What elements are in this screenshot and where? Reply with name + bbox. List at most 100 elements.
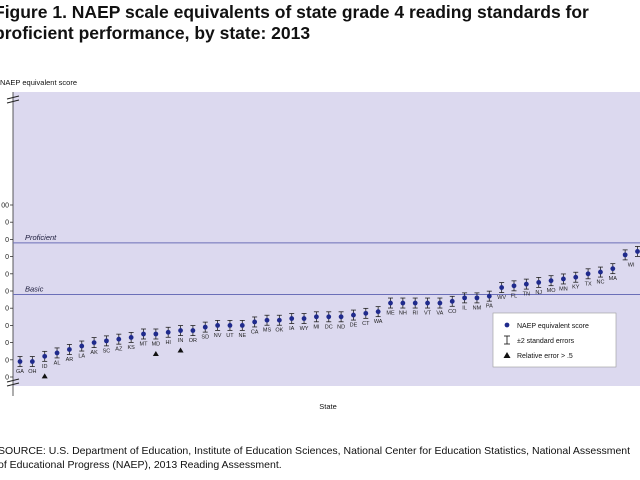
state-point-group: MI xyxy=(313,311,320,330)
legend-error-bar-icon xyxy=(504,335,510,345)
state-point-group: UT xyxy=(226,319,234,339)
state-point-group: KS xyxy=(127,332,135,351)
state-point-group: WY xyxy=(300,313,309,332)
state-label: ME xyxy=(386,311,395,317)
state-point-group: SC xyxy=(103,335,110,354)
state-point-group: OK xyxy=(275,314,284,334)
data-point xyxy=(548,278,554,284)
state-label: AZ xyxy=(115,347,123,353)
state-point-group: LA xyxy=(78,340,85,360)
state-label: MT xyxy=(140,342,149,348)
legend: NAEP equivalent score ±2 standard errors… xyxy=(492,312,617,368)
data-point xyxy=(91,340,97,345)
legend-label-relative-error: Relative error > .5 xyxy=(517,353,573,360)
state-point-group: AZ xyxy=(115,333,123,353)
data-point xyxy=(400,300,406,306)
data-point xyxy=(29,359,35,364)
state-label: OK xyxy=(275,328,283,334)
legend-box xyxy=(492,312,617,368)
data-point xyxy=(165,329,171,335)
y-tick-label: 0 xyxy=(5,271,9,278)
data-point xyxy=(536,280,542,285)
state-point-group: IN xyxy=(177,325,184,353)
y-tick-label: 0 xyxy=(5,375,9,382)
x-axis-label: State xyxy=(319,402,337,411)
data-point xyxy=(128,335,134,340)
state-point-group: OH xyxy=(28,356,37,375)
state-label: GA xyxy=(16,369,24,375)
y-tick-label: 0 xyxy=(5,357,9,364)
state-point-group: MA xyxy=(609,263,617,282)
data-point xyxy=(598,269,603,275)
state-point-group: GA xyxy=(16,356,24,375)
data-point xyxy=(622,252,628,258)
state-point-group: MO xyxy=(547,275,556,294)
state-point-group: WV xyxy=(497,282,506,301)
state-point-group: VT xyxy=(424,297,432,317)
reference-lines: Proficient Basic xyxy=(13,233,640,295)
state-point-group: WA xyxy=(374,306,383,325)
state-point-group: CO xyxy=(448,295,457,315)
relative-error-triangle xyxy=(152,351,159,356)
state-label: NH xyxy=(399,311,407,317)
data-point xyxy=(437,300,443,306)
state-point-group: CT xyxy=(362,307,370,327)
data-point xyxy=(141,331,146,337)
state-point-group: VA xyxy=(436,297,444,317)
state-point-group: FL xyxy=(511,280,517,299)
data-point xyxy=(289,316,295,321)
state-point-group: ND xyxy=(337,311,345,330)
state-point-group: CA xyxy=(251,316,259,335)
relative-error-triangle xyxy=(41,373,48,379)
state-label: TX xyxy=(585,281,592,287)
state-label: WY xyxy=(300,326,309,332)
state-label: IN xyxy=(178,338,184,344)
data-point xyxy=(351,312,356,318)
state-label: MD xyxy=(152,342,161,348)
axis-break-bottom xyxy=(6,378,20,387)
state-point-group: NH xyxy=(399,297,407,317)
state-point-group: MS xyxy=(263,314,271,334)
state-point-group: NJ xyxy=(535,276,542,296)
state-point-group: MD xyxy=(152,328,161,356)
data-point xyxy=(79,343,85,349)
state-label: WV xyxy=(497,295,506,301)
data-point xyxy=(301,316,307,321)
state-label: HI xyxy=(165,340,171,346)
state-point-group: AK xyxy=(90,337,98,356)
data-point xyxy=(573,274,579,280)
state-point-group: DE xyxy=(350,309,358,329)
state-label: AL xyxy=(54,360,61,366)
state-label: IL xyxy=(462,305,467,311)
state-point-group: MT xyxy=(140,328,149,348)
y-tick-label: 0 xyxy=(5,254,9,261)
data-point xyxy=(486,293,492,299)
reference-line-label: Proficient xyxy=(25,233,57,242)
state-label: RI xyxy=(412,311,418,317)
data-point xyxy=(202,324,208,330)
state-label: NV xyxy=(214,333,222,339)
state-label: CA xyxy=(251,329,259,335)
state-point-group: RI xyxy=(412,297,418,317)
state-point-group: NE xyxy=(238,319,246,339)
state-label: DC xyxy=(325,324,333,330)
chart-title: Figure 1. NAEP scale equivalents of stat… xyxy=(0,2,589,43)
data-point xyxy=(449,298,455,304)
data-point xyxy=(227,323,233,328)
state-point-group: PA xyxy=(486,290,493,310)
state-label: NM xyxy=(473,305,482,311)
y-tick-label: 0 xyxy=(5,237,9,244)
state-label: OR xyxy=(189,338,197,344)
state-point-group: IL xyxy=(462,292,468,311)
data-point xyxy=(264,317,270,323)
state-label: VT xyxy=(424,311,432,317)
data-point xyxy=(239,323,245,328)
state-label: LA xyxy=(78,354,85,360)
data-point xyxy=(388,300,393,306)
state-label: NE xyxy=(238,333,246,339)
data-point xyxy=(474,295,480,301)
data-points: GA OH ID AL AR LA AK SC AZ KS MT MD HI IN OR SD NV UT NE CA… xyxy=(16,246,640,379)
source-note: SOURCE: U.S. Department of Education, In… xyxy=(0,445,631,471)
state-label: MN xyxy=(559,286,568,292)
